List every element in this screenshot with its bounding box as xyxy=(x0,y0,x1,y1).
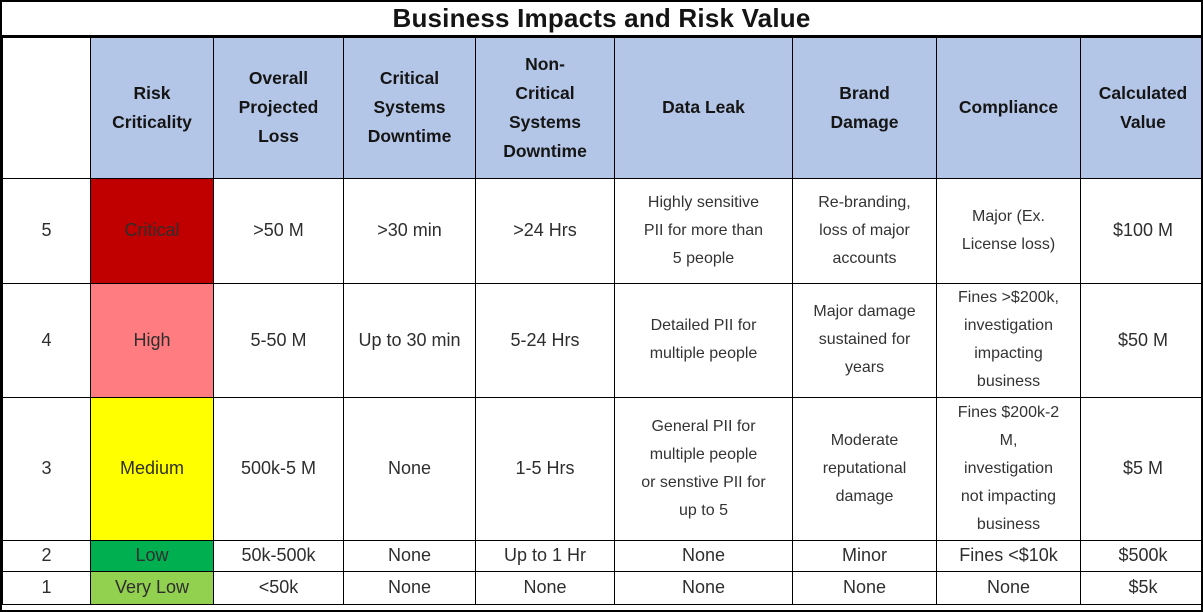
calculated-value-cell: $50 M xyxy=(1080,282,1201,398)
non-critical-downtime-cell: >24 Hrs xyxy=(475,177,615,284)
level-cell: 4 xyxy=(2,282,91,398)
criticality-cell: Very Low xyxy=(90,570,214,605)
critical-downtime-cell: Up to 30 min xyxy=(343,282,476,398)
data-leak-cell: None xyxy=(614,539,793,572)
data-leak-cell: None xyxy=(614,570,793,605)
table-row-level-2: 2 Low 50k-500k None Up to 1 Hr None Mino… xyxy=(2,539,1201,572)
compliance-cell: Fines >$200k, investigation impacting bu… xyxy=(936,282,1081,398)
compliance-cell: Fines <$10k xyxy=(936,539,1081,572)
calculated-value-cell: $5 M xyxy=(1080,396,1201,541)
col-header-compliance: Compliance xyxy=(936,38,1081,179)
table-row-level-5: 5 Critical >50 M >30 min >24 Hrs Highly … xyxy=(2,177,1201,284)
criticality-cell: Medium xyxy=(90,396,214,541)
data-leak-cell: General PII for multiple people or senst… xyxy=(614,396,793,541)
header-row: Risk Criticality Overall Projected Loss … xyxy=(2,38,1201,179)
col-header-non-critical-systems-downtime: Non- Critical Systems Downtime xyxy=(475,38,615,179)
table-row-level-3: 3 Medium 500k-5 M None 1-5 Hrs General P… xyxy=(2,396,1201,541)
projected-loss-cell: 5-50 M xyxy=(213,282,344,398)
col-header-overall-projected-loss: Overall Projected Loss xyxy=(213,38,344,179)
criticality-cell: High xyxy=(90,282,214,398)
level-cell: 5 xyxy=(2,177,91,284)
table-row-level-4: 4 High 5-50 M Up to 30 min 5-24 Hrs Deta… xyxy=(2,282,1201,398)
brand-damage-cell: Re-branding, loss of major accounts xyxy=(792,177,937,284)
critical-downtime-cell: None xyxy=(343,539,476,572)
col-header-risk-criticality: Risk Criticality xyxy=(90,38,214,179)
col-header-calculated-value: Calculated Value xyxy=(1080,38,1201,179)
brand-damage-cell: Major damage sustained for years xyxy=(792,282,937,398)
non-critical-downtime-cell: 1-5 Hrs xyxy=(475,396,615,541)
criticality-cell: Critical xyxy=(90,177,214,284)
data-leak-cell: Highly sensitive PII for more than 5 peo… xyxy=(614,177,793,284)
level-cell: 3 xyxy=(2,396,91,541)
projected-loss-cell: 500k-5 M xyxy=(213,396,344,541)
corner-cell xyxy=(2,38,91,179)
non-critical-downtime-cell: Up to 1 Hr xyxy=(475,539,615,572)
brand-damage-cell: None xyxy=(792,570,937,605)
data-leak-cell: Detailed PII for multiple people xyxy=(614,282,793,398)
table-row-level-1: 1 Very Low <50k None None None None None… xyxy=(2,570,1201,605)
non-critical-downtime-cell: 5-24 Hrs xyxy=(475,282,615,398)
compliance-cell: Fines $200k-2 M, investigation not impac… xyxy=(936,396,1081,541)
projected-loss-cell: 50k-500k xyxy=(213,539,344,572)
critical-downtime-cell: >30 min xyxy=(343,177,476,284)
non-critical-downtime-cell: None xyxy=(475,570,615,605)
col-header-brand-damage: Brand Damage xyxy=(792,38,937,179)
risk-value-table: Risk Criticality Overall Projected Loss … xyxy=(2,38,1201,605)
level-cell: 2 xyxy=(2,539,91,572)
brand-damage-cell: Minor xyxy=(792,539,937,572)
title-bar: Business Impacts and Risk Value xyxy=(2,2,1201,38)
calculated-value-cell: $100 M xyxy=(1080,177,1201,284)
criticality-cell: Low xyxy=(90,539,214,572)
col-header-data-leak: Data Leak xyxy=(614,38,793,179)
projected-loss-cell: <50k xyxy=(213,570,344,605)
critical-downtime-cell: None xyxy=(343,396,476,541)
compliance-cell: Major (Ex. License loss) xyxy=(936,177,1081,284)
col-header-critical-systems-downtime: Critical Systems Downtime xyxy=(343,38,476,179)
calculated-value-cell: $5k xyxy=(1080,570,1201,605)
critical-downtime-cell: None xyxy=(343,570,476,605)
calculated-value-cell: $500k xyxy=(1080,539,1201,572)
brand-damage-cell: Moderate reputational damage xyxy=(792,396,937,541)
projected-loss-cell: >50 M xyxy=(213,177,344,284)
page-title: Business Impacts and Risk Value xyxy=(392,3,811,33)
level-cell: 1 xyxy=(2,570,91,605)
compliance-cell: None xyxy=(936,570,1081,605)
